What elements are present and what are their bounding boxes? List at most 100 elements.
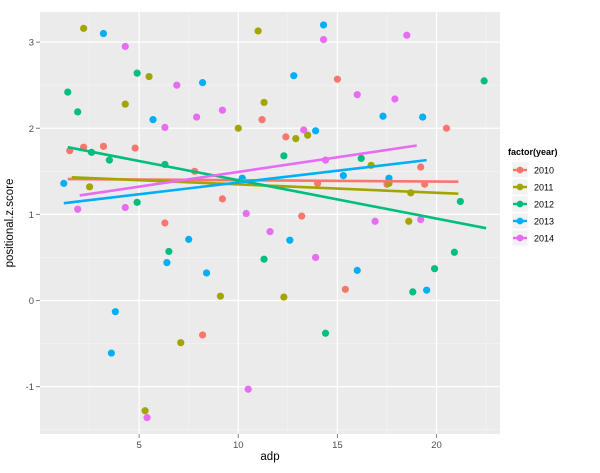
- data-point-2013: [290, 72, 298, 80]
- data-point-2011: [292, 135, 300, 143]
- data-point-2013: [111, 308, 119, 316]
- data-point-2014: [242, 209, 250, 218]
- data-point-2012: [450, 248, 458, 256]
- data-point-2012: [64, 88, 72, 96]
- data-point-2010: [341, 285, 349, 293]
- data-point-2013: [339, 172, 347, 180]
- data-point-2011: [145, 72, 153, 81]
- legend-dot-2014: [516, 234, 524, 242]
- data-point-2014: [74, 205, 82, 213]
- y-tick-label: 3: [29, 38, 34, 49]
- legend: factor(year) 2010 2011 2012 2013 2014: [508, 147, 558, 247]
- data-point-2010: [99, 142, 108, 150]
- data-point-2014: [143, 414, 151, 422]
- y-tick-label: 1: [29, 210, 34, 221]
- minor-gridlines: [40, 12, 500, 434]
- data-point-2013: [202, 269, 211, 277]
- y-axis-ticks: -1 0 1 2 3: [26, 38, 40, 393]
- data-point-2011: [177, 339, 185, 347]
- data-point-2014: [193, 113, 201, 121]
- trend-lines: [63, 144, 487, 230]
- data-point-2014: [161, 123, 169, 132]
- data-point-2012: [409, 288, 417, 296]
- data-point-2014: [319, 35, 328, 44]
- plot-panel: [40, 12, 500, 434]
- data-point-2011: [85, 183, 94, 191]
- data-point-2013: [198, 79, 207, 87]
- series-points-2013: [60, 21, 431, 357]
- data-point-2013: [286, 236, 294, 244]
- data-point-2014: [121, 203, 129, 212]
- data-point-2010: [258, 116, 266, 124]
- data-point-2014: [218, 106, 227, 114]
- data-point-2011: [141, 407, 149, 415]
- legend-dot-2011: [516, 183, 524, 191]
- legend-dot-2012: [516, 200, 524, 208]
- data-point-2012: [133, 198, 141, 206]
- series-points-2012: [64, 69, 488, 337]
- data-point-2012: [165, 247, 173, 256]
- legend-label-2013: 2013: [534, 217, 554, 227]
- data-point-2010: [131, 144, 139, 152]
- x-axis-ticks: 5 10 15 20: [136, 434, 442, 451]
- data-point-2010: [161, 219, 169, 227]
- data-point-2013: [423, 286, 431, 294]
- data-point-2010: [282, 133, 290, 141]
- series-points-2011: [80, 24, 415, 415]
- legend-title: factor(year): [508, 147, 558, 157]
- legend-label-2014: 2014: [534, 234, 554, 244]
- data-point-2013: [353, 266, 361, 274]
- data-point-2012: [456, 197, 464, 206]
- data-point-2014: [244, 385, 252, 393]
- data-point-2011: [254, 27, 262, 35]
- data-point-2012: [74, 108, 82, 116]
- data-point-2012: [480, 77, 488, 85]
- data-point-2014: [371, 217, 379, 225]
- data-point-2010: [218, 195, 227, 203]
- data-point-2013: [379, 112, 387, 120]
- trend-line-2013: [63, 158, 427, 205]
- data-point-2012: [321, 329, 330, 337]
- major-gridlines: [40, 12, 500, 434]
- data-point-2013: [149, 116, 157, 124]
- data-point-2011: [80, 24, 88, 32]
- data-point-2013: [107, 349, 115, 357]
- data-point-2014: [353, 91, 361, 99]
- data-point-2014: [266, 228, 274, 236]
- data-point-2010: [333, 75, 342, 83]
- x-tick-label: 10: [233, 440, 244, 451]
- data-point-2011: [405, 217, 413, 225]
- legend-label-2011: 2011: [534, 183, 553, 193]
- x-axis-title: adp: [260, 451, 279, 463]
- data-point-2010: [442, 124, 451, 132]
- y-axis-title: positional.z.score: [4, 179, 16, 268]
- y-tick-label: 2: [29, 124, 34, 135]
- data-point-2014: [312, 253, 320, 262]
- data-point-2012: [133, 69, 141, 77]
- data-point-2014: [300, 126, 308, 134]
- y-tick-label: 0: [29, 296, 34, 307]
- data-point-2011: [216, 292, 225, 300]
- data-point-2014: [403, 31, 411, 39]
- data-point-2012: [430, 265, 439, 273]
- data-point-2010: [298, 212, 306, 220]
- data-point-2012: [357, 154, 365, 163]
- x-tick-label: 15: [332, 440, 343, 451]
- x-tick-label: 5: [136, 440, 141, 451]
- data-point-2012: [105, 156, 113, 164]
- data-point-2012: [260, 255, 268, 263]
- data-point-2014: [173, 81, 181, 89]
- y-tick-label: -1: [26, 382, 34, 393]
- data-point-2011: [260, 98, 268, 107]
- data-point-2011: [304, 131, 312, 139]
- data-point-2011: [121, 100, 129, 108]
- data-point-2013: [60, 179, 68, 187]
- data-point-2013: [163, 259, 171, 267]
- data-point-2013: [185, 235, 193, 243]
- x-tick-label: 20: [431, 440, 442, 451]
- series-points-2010: [66, 75, 451, 339]
- data-point-2011: [280, 293, 288, 301]
- data-point-2012: [280, 152, 288, 160]
- data-point-2010: [417, 163, 425, 171]
